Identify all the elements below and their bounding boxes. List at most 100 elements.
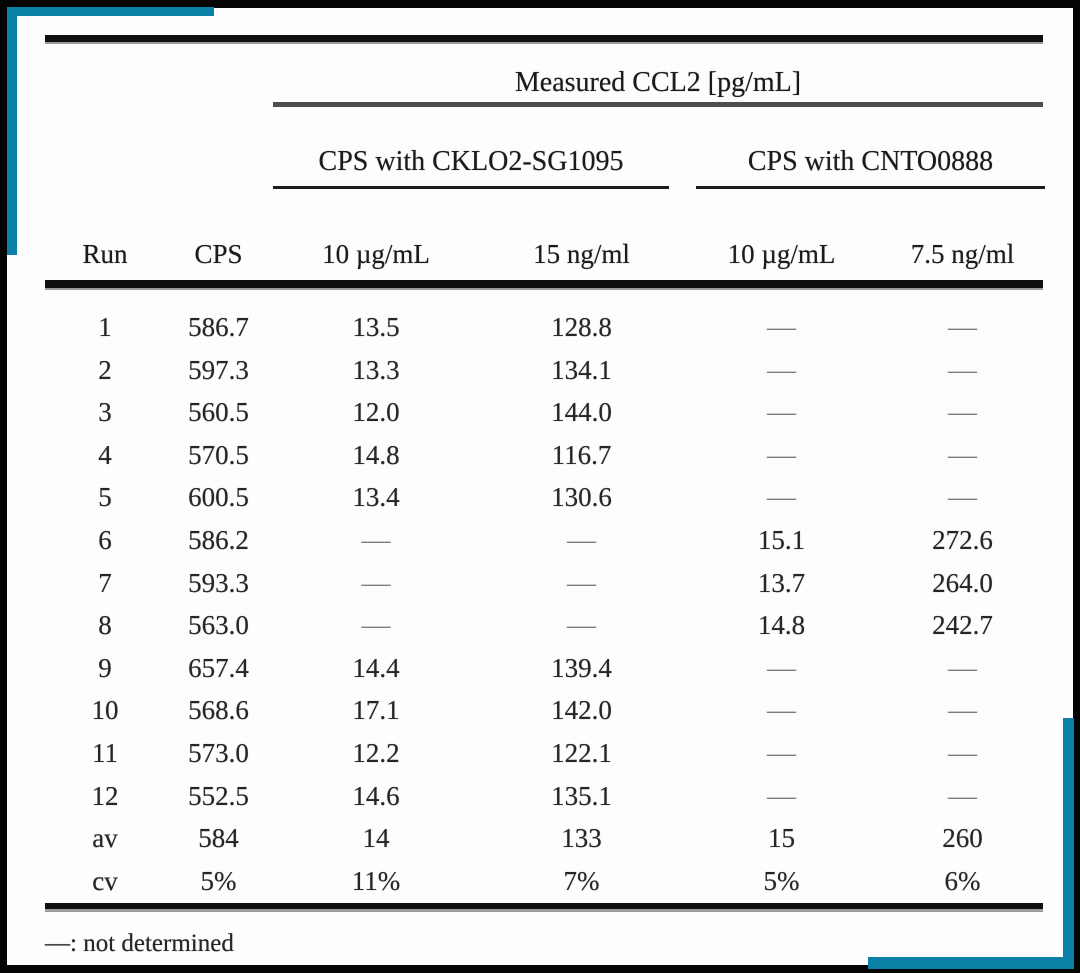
scanned-table-page: [7, 8, 1073, 965]
table-cell: 1: [98, 312, 112, 342]
table-spanner-title: Measured CCL2 [pg/mL]: [514, 67, 802, 98]
table-cell: 7%: [563, 865, 600, 896]
table-cell: 13.3: [352, 354, 400, 385]
table-cell: 11: [92, 737, 118, 768]
table-cell: 14.8: [352, 439, 400, 470]
table-cell: —: [948, 396, 977, 429]
accent-bracket-bottom-right-vertical: [1063, 718, 1074, 969]
table-cell: av: [92, 823, 118, 854]
accent-bracket-bottom-right-horizontal: [868, 957, 1074, 969]
table-cell: cv: [92, 865, 118, 896]
column-header-15ng: 15 ng/ml: [533, 239, 630, 269]
table-cell: 116.7: [551, 439, 612, 470]
table-cell: 586.2: [188, 524, 249, 555]
table-cell: —: [767, 694, 796, 727]
table-cell: 9: [98, 652, 112, 683]
table-cell: 568.6: [188, 695, 249, 726]
group-header-spacer: [45, 146, 272, 189]
table-cell: 584: [198, 823, 239, 854]
table-cell: 14.8: [757, 610, 806, 641]
table-cell: 135.1: [551, 780, 612, 811]
table-cell: —: [767, 311, 796, 343]
table-cell: 122.1: [551, 737, 612, 768]
group-header-cklo2-sg1095: CPS with CKLO2-SG1095: [273, 146, 669, 189]
table-cell: 272.6: [932, 524, 993, 555]
table-footnote: —: not determined: [45, 930, 234, 957]
table-cell: —: [948, 311, 977, 343]
column-header-run: Run: [82, 239, 128, 269]
table-cell: —: [767, 736, 796, 769]
table-cell: —: [948, 694, 977, 727]
table-cell: 570.5: [188, 439, 249, 470]
table-cell: 8: [98, 610, 112, 641]
table-cell: 597.3: [188, 354, 249, 385]
table-cell: 552.5: [188, 780, 249, 811]
table-bottom-rule: [45, 903, 1043, 909]
table-cell: 10: [91, 695, 119, 726]
table-cell: —: [767, 438, 796, 471]
table-cell: —: [948, 438, 977, 471]
table-cell: 130.6: [551, 482, 612, 513]
table-cell: 6%: [944, 865, 981, 896]
table-cell: 657.4: [188, 652, 249, 683]
table-cell: 264.0: [932, 567, 993, 598]
table-cell: 560.5: [188, 397, 249, 428]
table-cell: 14.6: [352, 780, 400, 811]
table-cell: 5: [98, 482, 112, 513]
table-cell: —: [361, 566, 391, 599]
table-cell: —: [361, 609, 391, 642]
table-cell: —: [948, 353, 977, 386]
table-cell: —: [948, 651, 977, 684]
table-cell: —: [767, 353, 796, 386]
header-bottom-rule: [45, 280, 1043, 288]
table-cell: 7: [98, 567, 112, 598]
spanner-underline: [273, 102, 1043, 107]
table-cell: 12.2: [352, 737, 400, 768]
table-cell: 17.1: [352, 695, 400, 726]
table-cell: 15: [768, 823, 795, 854]
table-cell: 13.7: [757, 567, 806, 598]
table-cell: 4: [98, 439, 112, 470]
table-cell: 260: [942, 823, 983, 854]
table-cell: 14: [362, 823, 390, 854]
table-cell: —: [767, 396, 796, 429]
table-cell: 13.4: [352, 482, 400, 513]
table-cell: —: [361, 523, 391, 556]
table-cell: 6: [98, 524, 112, 555]
accent-bracket-top-left-vertical: [7, 7, 17, 255]
table-cell: 139.4: [551, 652, 612, 683]
column-header-row: Run CPS 10 µg/mL 15 ng/ml 10 µg/mL 7.5 n…: [45, 234, 1045, 274]
table-cell: 2: [98, 354, 112, 385]
table-cell: —: [948, 779, 977, 812]
table-body: 1 586.7 13.5 128.8 — — 2 597.3 13.3 134.1 — — 3 560.5…: [45, 306, 1045, 903]
table-cell: —: [567, 609, 596, 642]
table-cell: —: [567, 523, 596, 556]
accent-bracket-top-left-horizontal: [8, 7, 214, 16]
column-header-7-5ng: 7.5 ng/ml: [910, 239, 1015, 269]
table-cell: —: [767, 481, 796, 514]
table-cell: 11%: [351, 865, 401, 896]
table-cell: 563.0: [188, 610, 249, 641]
table-cell: 586.7: [188, 312, 249, 342]
table-cell: 242.7: [932, 610, 993, 641]
table-cell: 133: [561, 823, 602, 854]
table-cell: 600.5: [188, 482, 249, 513]
table-cell: 134.1: [551, 354, 612, 385]
table-cell: 593.3: [188, 567, 249, 598]
table-cell: 12.0: [352, 397, 400, 428]
table-cell: 15.1: [757, 524, 806, 555]
table-cell: 3: [98, 397, 112, 428]
column-header-10ug-cklo2: 10 µg/mL: [322, 239, 430, 269]
column-header-10ug-cnto: 10 µg/mL: [727, 239, 836, 269]
table-cell: 14.4: [352, 652, 400, 683]
table-cell: —: [948, 736, 977, 769]
column-header-cps: CPS: [194, 239, 243, 269]
group-header-row: CPS with CKLO2-SG1095 CPS with CNTO0888: [45, 146, 1045, 189]
table-cell: —: [767, 779, 796, 812]
table-cell: 12: [91, 780, 119, 811]
table-cell: 128.8: [551, 312, 612, 342]
table-cell: 144.0: [551, 397, 612, 428]
table-cell: 5%: [200, 865, 237, 896]
table-cell: 13.5: [352, 312, 400, 342]
table-cell: —: [567, 566, 596, 599]
